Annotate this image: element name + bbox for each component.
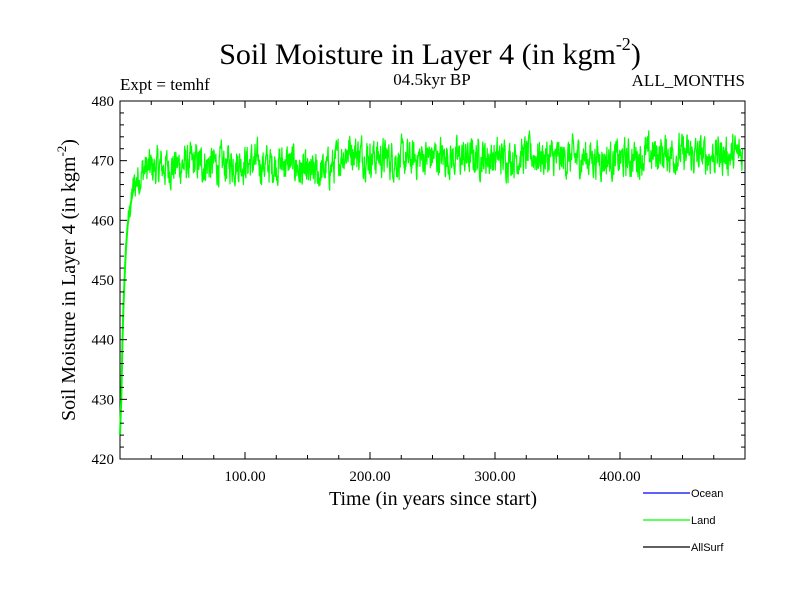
x-axis-label: Time (in years since start) [329, 488, 537, 510]
x-tick-label: 300.00 [474, 469, 515, 485]
legend: Ocean Land AllSurf [643, 488, 724, 554]
legend-label-ocean: Ocean [691, 488, 723, 500]
legend-label-land: Land [691, 515, 715, 527]
land-series-line [119, 130, 744, 436]
period-label: 04.5kyr BP [393, 70, 470, 89]
y-tick-label: 430 [92, 392, 115, 408]
chart-title: Soil Moisture in Layer 4 (in kgm-2) [219, 34, 641, 71]
y-tick-label: 470 [92, 154, 115, 170]
land-series-spinup-line [119, 178, 139, 436]
experiment-label: Expt = temhf [120, 75, 210, 94]
y-tick-label: 460 [92, 213, 115, 229]
y-tick-label: 450 [92, 273, 115, 289]
y-tick-label: 440 [92, 333, 115, 349]
y-axis: 420 430 440 450 460 470 480 [92, 94, 745, 468]
y-tick-label: 480 [92, 94, 115, 110]
y-tick-label: 420 [92, 452, 115, 468]
x-tick-label: 100.00 [224, 469, 265, 485]
x-tick-label: 200.00 [349, 469, 390, 485]
x-axis: 100.00 200.00 300.00 400.00 [150, 101, 715, 485]
y-axis-label: Soil Moisture in Layer 4 (in kgm-2) [54, 139, 80, 421]
x-tick-label: 400.00 [599, 469, 640, 485]
legend-label-allsurf: AllSurf [691, 542, 724, 554]
months-label: ALL_MONTHS [632, 71, 745, 90]
